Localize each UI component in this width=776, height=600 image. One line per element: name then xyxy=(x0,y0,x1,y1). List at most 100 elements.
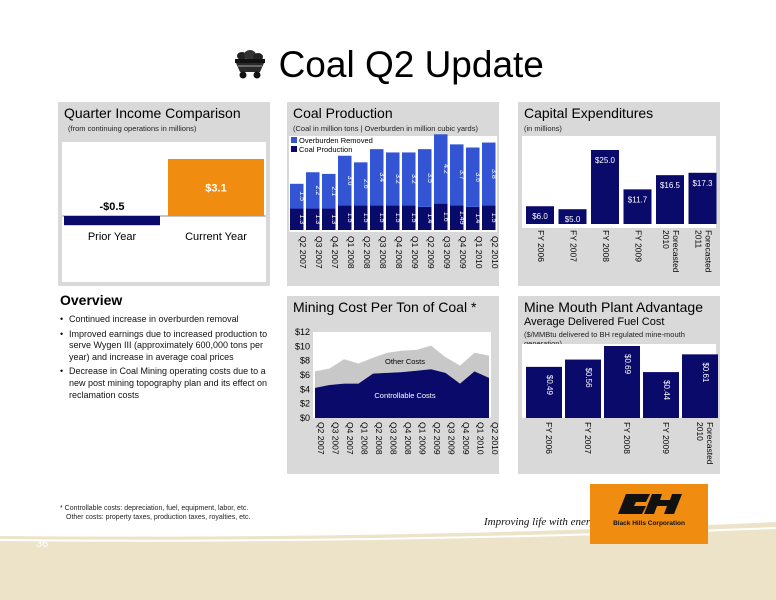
data-label: $0.49 xyxy=(545,375,554,396)
bar-coal xyxy=(322,208,336,230)
data-label: 1.49 xyxy=(458,211,465,225)
data-label: $6.0 xyxy=(532,212,548,221)
y-tick-label: $12 xyxy=(295,327,310,337)
data-label: 1.5 xyxy=(394,213,401,223)
category-label: Q1 2008 xyxy=(346,236,356,269)
data-label: 1.6 xyxy=(442,212,449,222)
company-logo: Black Hills Corporation xyxy=(590,484,708,544)
overview-list: Continued increase in overburden removal… xyxy=(60,314,272,401)
category-label: Forecasted xyxy=(705,422,715,465)
data-label: $3.1 xyxy=(205,183,226,195)
y-tick-label: $2 xyxy=(300,399,310,409)
data-label: 1.5 xyxy=(490,213,497,223)
bar-coal xyxy=(370,205,384,230)
data-label: $11.7 xyxy=(628,195,648,204)
data-label: 3.2 xyxy=(410,174,417,184)
tagline: Improving life with energy xyxy=(484,516,601,528)
data-label: 2.2 xyxy=(314,186,321,196)
y-tick-label: $6 xyxy=(300,370,310,380)
data-label: 3.2 xyxy=(394,174,401,184)
bar xyxy=(565,359,601,418)
data-label: $17.3 xyxy=(692,179,713,188)
bar-coal xyxy=(450,205,464,230)
title-bar: Coal Q2 Update xyxy=(0,44,776,86)
y-tick-label: $0 xyxy=(300,413,310,423)
y-tick-label: $10 xyxy=(295,341,310,351)
mining-cost-chart: $0 $2 $4 $6 $8 $10 $12 Other Costs Controllable … xyxy=(295,327,499,455)
overview-bullet: Continued increase in overburden removal xyxy=(60,314,272,326)
bar-coal xyxy=(402,205,416,230)
legend-label: Coal Production xyxy=(299,145,352,154)
bar-overburden xyxy=(402,152,416,206)
category-label: Q4 2007 xyxy=(330,236,340,269)
overview-bullet: Decrease in Coal Mining operating costs … xyxy=(60,366,272,401)
overview-bullet: Improved earnings due to increased produ… xyxy=(60,329,272,364)
bar-overburden xyxy=(370,149,384,206)
footnote-line: Other costs: property taxes, production … xyxy=(66,514,251,521)
data-label: 3.6 xyxy=(474,172,481,182)
overview-section: Overview Continued increase in overburde… xyxy=(60,292,272,404)
bar xyxy=(643,372,679,418)
bar xyxy=(682,354,718,418)
category-label: Q3 2007 xyxy=(314,236,324,269)
legend-swatch xyxy=(291,137,297,143)
category-label: Q3 2009 xyxy=(442,236,452,269)
area-controllable-costs xyxy=(315,369,489,418)
bar-overburden xyxy=(466,147,480,207)
footnote: * Controllable costs: depreciation, fuel… xyxy=(60,504,360,522)
category-label: Forecasted xyxy=(704,230,714,273)
bar-coal xyxy=(290,208,304,230)
category-label: FY 2007 xyxy=(583,422,593,454)
legend-swatch xyxy=(291,146,297,152)
mine-mouth-note: ($/MMBtu delivered to BH regulated mine-… xyxy=(524,330,685,348)
income-subtitle: (from continuing operations in millions) xyxy=(68,124,197,133)
mining-cost-title: Mining Cost Per Ton of Coal * xyxy=(293,299,477,315)
category-label: Q2 2010 xyxy=(490,422,499,455)
logo-mark xyxy=(618,494,682,514)
capex-title: Capital Expenditures xyxy=(524,105,654,121)
data-label: 2.1 xyxy=(330,186,337,196)
bar-overburden xyxy=(306,172,320,209)
category-label: Q3 2009 xyxy=(447,422,457,455)
category-label: Q1 2010 xyxy=(474,236,484,269)
page-number: 36 xyxy=(36,538,49,550)
category-label: Q4 2007 xyxy=(345,422,355,455)
data-label: $0.61 xyxy=(701,362,710,383)
capex-subtitle: (in millions) xyxy=(524,124,562,133)
bar-overburden xyxy=(418,149,432,207)
category-label: Q2 2008 xyxy=(362,236,372,269)
data-label: $16.5 xyxy=(660,181,681,190)
category-label: FY 2006 xyxy=(536,230,546,262)
bar-overburden xyxy=(322,173,336,209)
capex-panel: Capital Expenditures (in millions) $6.0 F… xyxy=(518,102,720,286)
mine-mouth-subtitle: Average Delivered Fuel Cost xyxy=(524,316,665,328)
bar xyxy=(656,175,684,224)
area-other-costs xyxy=(315,345,489,388)
data-label: $0.69 xyxy=(623,354,632,375)
production-title: Coal Production xyxy=(293,105,393,121)
category-label: 2010 xyxy=(695,422,705,441)
data-label: 3.8 xyxy=(490,169,497,179)
bar-coal xyxy=(482,205,496,230)
data-label: 2.6 xyxy=(362,179,369,189)
bar-overburden xyxy=(434,134,448,204)
category-label: Q2 2008 xyxy=(374,422,384,455)
bar xyxy=(64,216,160,226)
category-label: 2010 xyxy=(661,230,671,249)
series-label: Other Costs xyxy=(385,357,425,366)
category-label: Q4 2008 xyxy=(403,422,413,455)
category-label: FY 2009 xyxy=(634,230,644,262)
category-label: FY 2007 xyxy=(569,230,579,262)
data-label: $5.0 xyxy=(565,215,581,224)
data-label: 1.5 xyxy=(378,213,385,223)
category-label: Q1 2009 xyxy=(410,236,420,269)
category-label: Current Year xyxy=(185,231,247,243)
data-label: $25.0 xyxy=(595,156,616,165)
bar-coal xyxy=(306,208,320,230)
data-label: 3.7 xyxy=(458,170,465,180)
data-label: 1.5 xyxy=(346,213,353,223)
bar-overburden xyxy=(386,152,400,206)
bar xyxy=(526,366,562,418)
bar xyxy=(604,346,640,418)
